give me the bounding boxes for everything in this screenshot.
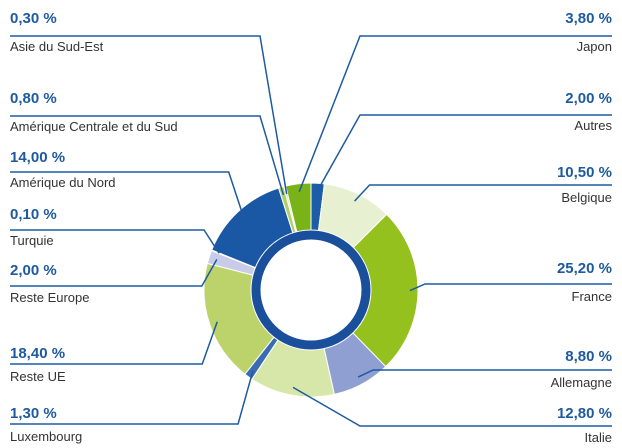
value-label: 2,00 % [565,90,612,107]
leader-line [10,259,218,287]
value-label: 0,10 % [10,206,57,223]
category-label: Turquie [10,233,54,248]
category-label: Italie [585,430,612,445]
category-label: Luxembourg [10,429,82,444]
value-label: 8,80 % [565,348,612,365]
value-label: 18,40 % [10,345,65,362]
value-label: 14,00 % [10,149,65,166]
leader-line [10,321,218,365]
category-label: France [572,289,612,304]
category-label: Autres [574,118,612,133]
value-label: 0,30 % [10,10,57,27]
leader-line [10,229,220,254]
value-label: 3,80 % [565,10,612,27]
inner-ring [251,230,371,350]
leader-line [10,115,285,196]
leader-line [10,370,254,425]
value-label: 10,50 % [557,164,612,181]
leader-line [10,171,245,218]
leader-line [354,184,612,202]
leader-line [298,35,612,192]
category-label: Reste Europe [10,290,90,305]
leader-line [409,283,612,292]
value-label: 1,30 % [10,405,57,422]
value-label: 0,80 % [10,90,57,107]
leader-line [357,369,612,378]
value-label: 12,80 % [557,405,612,422]
category-label: Belgique [561,190,612,205]
category-label: Amérique du Nord [10,175,116,190]
donut-slice [285,182,312,233]
category-label: Reste UE [10,369,66,384]
leader-line [316,114,612,192]
leader-line [292,386,612,427]
category-label: Allemagne [551,375,612,390]
value-label: 25,20 % [557,260,612,277]
category-label: Japon [577,39,612,54]
value-label: 2,00 % [10,262,57,279]
donut-slice [352,213,419,368]
leader-line [10,35,288,195]
category-label: Amérique Centrale et du Sud [10,119,178,134]
category-label: Asie du Sud-Est [10,39,104,54]
